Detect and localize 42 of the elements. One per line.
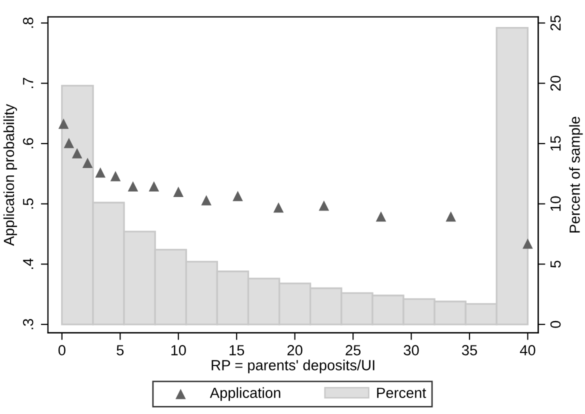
point <box>318 200 330 211</box>
y-tick-label: .5 <box>23 198 34 209</box>
point <box>58 118 69 129</box>
point <box>95 167 106 178</box>
y2-tick-label: 5 <box>550 260 561 268</box>
point <box>128 181 138 192</box>
point <box>148 181 160 192</box>
point <box>232 190 243 202</box>
point <box>522 238 533 249</box>
x-axis-title: RP = parents' deposits/UI <box>212 360 374 374</box>
point <box>72 148 82 158</box>
y2-tick-label: 10 <box>550 196 561 211</box>
y2-tick-label: 15 <box>550 136 561 151</box>
x-tick-label: 15 <box>230 345 244 356</box>
y2-tick-label: 25 <box>550 16 561 30</box>
point <box>110 170 121 182</box>
x-tick-label: 10 <box>171 345 186 356</box>
x-tick-label: 0 <box>58 345 66 356</box>
y2-axis-title: Percent of sample <box>569 116 583 232</box>
point <box>446 211 456 222</box>
x-tick-label: 40 <box>520 345 536 356</box>
x-tick-label: 5 <box>116 345 124 356</box>
y-axis-title: Application probability <box>3 104 18 246</box>
point <box>173 186 184 197</box>
x-tick-label: 35 <box>462 345 477 356</box>
point <box>64 138 74 148</box>
point <box>376 211 386 222</box>
y2-tick-label: 20 <box>550 76 561 91</box>
y-tick-label: .4 <box>23 258 34 269</box>
legend-label: Percent <box>377 388 426 398</box>
x-tick-label: 20 <box>287 345 302 356</box>
point <box>82 158 93 168</box>
point <box>201 195 212 206</box>
y2-tick-label: 0 <box>550 320 561 328</box>
y-tick-label: .6 <box>22 138 34 148</box>
y-tick-label: .3 <box>22 318 34 330</box>
x-tick-label: 30 <box>404 345 419 356</box>
y-tick-label: .7 <box>23 78 34 88</box>
y-tick-label: .8 <box>22 18 34 28</box>
x-tick-label: 25 <box>346 345 361 356</box>
point <box>273 202 284 213</box>
legend-label: Application <box>210 387 280 401</box>
